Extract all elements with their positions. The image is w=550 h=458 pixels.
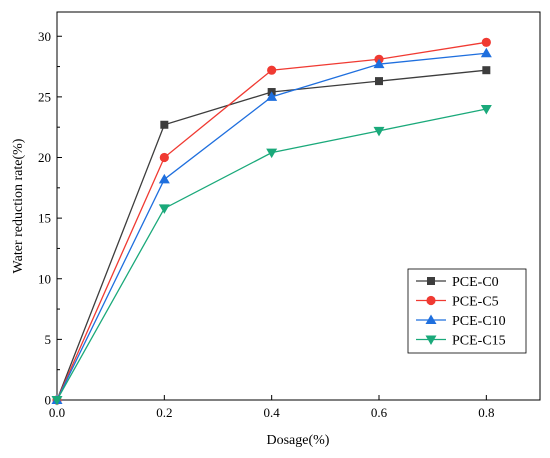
data-point-circle [159,152,169,163]
legend-item: PCE-C15 [416,334,506,349]
y-tick-label: 5 [45,332,52,347]
legend-label: PCE-C15 [452,334,506,349]
legend-item: PCE-C0 [416,275,499,290]
y-tick-label: 30 [38,29,51,44]
data-point-triangle-down [480,105,492,115]
y-tick-label: 0 [45,393,52,408]
legend-item: PCE-C10 [416,314,506,329]
data-point-square [482,66,491,75]
data-point-triangle-down [373,126,385,137]
data-point-triangle-up [425,314,437,324]
x-axis-title: Dosage(%) [267,433,330,448]
x-tick-label: 0.2 [156,405,172,420]
data-point-triangle-down [51,396,63,406]
x-tick-label: 0.0 [49,405,65,420]
data-point-triangle-up [266,91,278,101]
data-point-triangle-down [425,335,437,345]
x-axis-ticks: 0.0 0.2 0.4 0.6 0.8 [49,395,494,420]
y-axis-ticks: 0 5 10 15 20 25 30 [38,29,62,408]
legend-item: PCE-C5 [416,295,499,310]
data-point-triangle-up [373,58,385,69]
y-tick-label: 15 [38,211,51,226]
x-tick-label: 0.8 [478,405,494,420]
data-point-square [375,77,383,86]
y-tick-label: 10 [38,271,51,286]
plot-frame [56,11,541,401]
legend-label: PCE-C5 [452,295,499,310]
legend-label: PCE-C10 [452,314,506,329]
y-tick-label: 25 [38,89,51,104]
x-tick-label: 0.4 [264,405,281,420]
series-pce-c15 [51,105,492,406]
x-tick-label: 0.6 [371,405,388,420]
data-point-square [427,277,435,285]
data-point-triangle-down [266,148,278,159]
data-point-triangle-down [158,204,170,214]
y-tick-label: 20 [38,150,51,165]
data-point-square [160,120,169,129]
series-layer [51,37,492,406]
data-point-triangle-up [158,173,170,184]
y-axis-title: Water reduction rate(%) [11,138,26,273]
legend-label: PCE-C0 [452,275,499,290]
legend: PCE-C0 PCE-C5 PCE-C10 PCE-C15 [407,268,527,354]
data-point-circle [267,65,277,75]
data-point-triangle-up [480,47,492,58]
data-point-circle [481,37,491,47]
data-point-circle [426,295,436,306]
